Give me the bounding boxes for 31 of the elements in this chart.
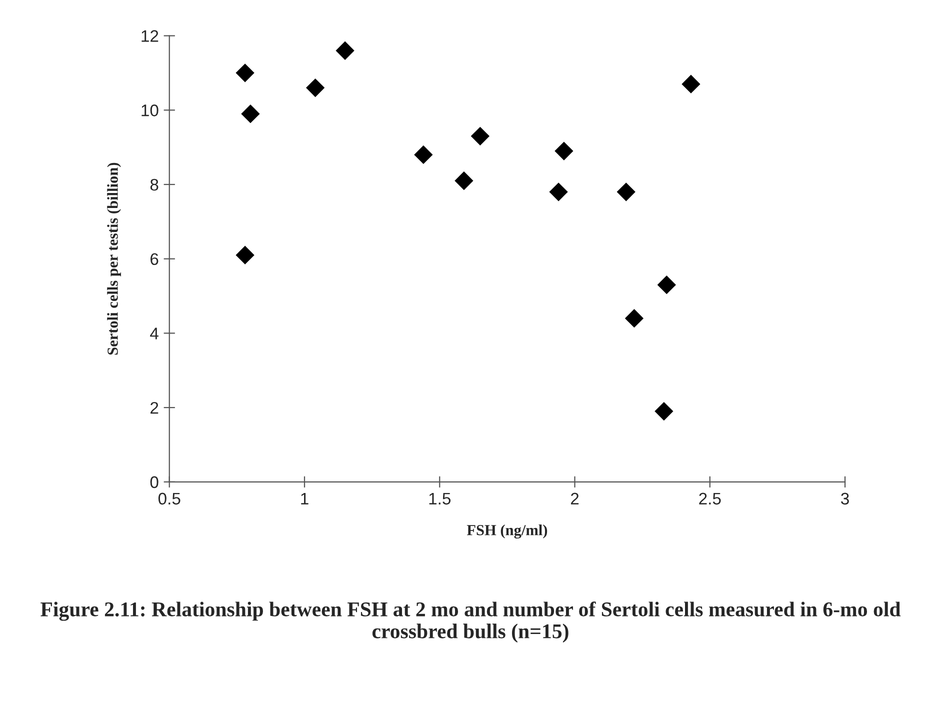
point: [236, 64, 254, 82]
y-tick-label: 2: [150, 402, 158, 414]
point: [657, 276, 676, 294]
y-tick-label: 6: [150, 253, 158, 266]
x-tick-label: 2.5: [699, 492, 721, 505]
y-tick-label: 12: [142, 30, 158, 42]
point: [682, 74, 700, 94]
point: [241, 104, 260, 124]
point: [454, 171, 474, 190]
point: [414, 145, 433, 164]
point: [236, 246, 254, 264]
x-tick-label: 0.5: [158, 492, 180, 505]
point: [306, 78, 325, 98]
x-tick-label: 3: [841, 492, 849, 505]
point: [654, 402, 674, 421]
caption: Figure 2.11: Relationship between FSH at 2 mo and number of Sertoli cells measured in 6-mo old crossbred bulls (n=15): [40, 602, 901, 643]
point: [336, 41, 354, 60]
y-tick-label: 10: [142, 104, 158, 116]
y-axis-title: Sertoli cells per testis (billion): [107, 162, 121, 355]
point: [470, 126, 490, 146]
x-tick-label: 1: [301, 492, 308, 504]
point: [554, 142, 574, 160]
point: [624, 309, 644, 328]
point: [549, 182, 568, 202]
y-tick-label: 0: [150, 476, 158, 488]
x-tick-label: 1.5: [429, 492, 451, 505]
point: [616, 182, 636, 202]
y-tick-label: 8: [150, 178, 158, 191]
x-tick-label: 2: [570, 492, 579, 504]
x-axis-title: FSH (ng/ml): [466, 524, 548, 539]
y-tick-label: 4: [150, 328, 158, 340]
